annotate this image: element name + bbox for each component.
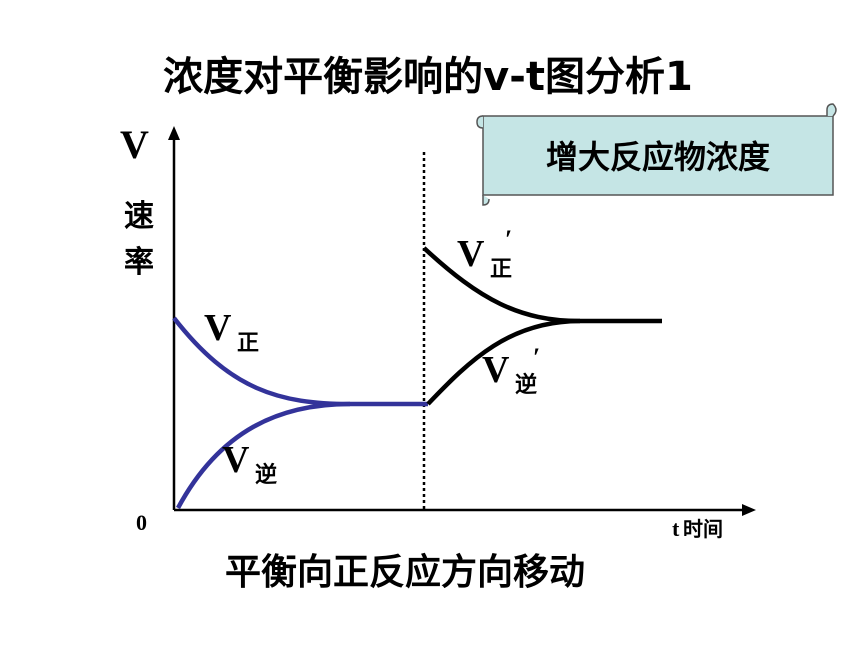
curve-subscript: 正: [237, 331, 259, 356]
banner: 增大反应物浓度: [476, 103, 837, 206]
reverse-curve-new: [426, 318, 581, 406]
x-symbol: t: [672, 516, 680, 541]
curve-subscript: 逆: [515, 372, 537, 398]
curve-subscript: 逆: [255, 462, 277, 488]
conclusion: 平衡向正反应方向移动: [225, 552, 585, 593]
y-name: 率: [124, 245, 154, 280]
prime: ′: [533, 343, 540, 372]
curve-symbol: V: [457, 233, 485, 275]
curve-symbol: V: [204, 307, 232, 349]
x-name: 时间: [683, 517, 723, 541]
origin-label: 0: [136, 510, 147, 535]
prime: ′: [505, 225, 512, 254]
curve-symbol: V: [222, 439, 250, 481]
title: 浓度对平衡影响的v-t图分析1: [163, 54, 693, 100]
curve-symbol: V: [482, 349, 510, 391]
y-name: 速: [124, 199, 154, 234]
reverse-curve: [176, 401, 351, 510]
y-symbol: V: [120, 122, 149, 167]
banner-text: 增大反应物浓度: [546, 138, 770, 176]
label-group: V 正 V 逆 V 正 ′ V 逆 ′: [204, 225, 540, 488]
curve-subscript: 正: [490, 257, 512, 282]
